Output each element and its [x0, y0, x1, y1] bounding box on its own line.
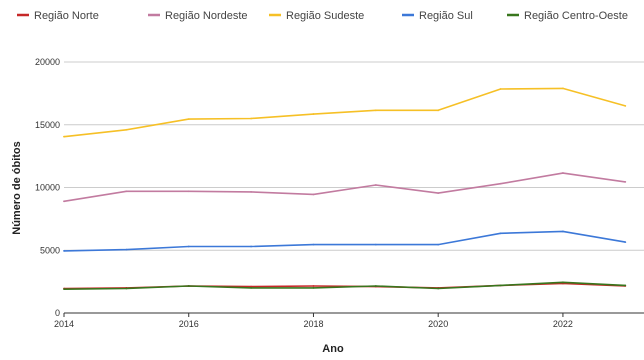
data-point: [562, 172, 564, 174]
data-point: [250, 287, 252, 289]
data-point: [499, 284, 502, 287]
legend: Região Norte Região Nordeste Região Sudest…: [17, 10, 628, 22]
data-point: [312, 243, 315, 246]
data-point: [187, 118, 190, 121]
y-tick-label: 10000: [35, 183, 60, 193]
data-point: [499, 232, 502, 235]
y-axis-title: Número de óbitos: [11, 141, 23, 235]
data-point: [63, 135, 65, 138]
x-tick-label: 2016: [179, 319, 199, 329]
series-line-3: [63, 87, 626, 138]
data-point: [250, 190, 252, 193]
series-lines: [63, 87, 627, 291]
data-point: [437, 287, 440, 290]
data-point: [624, 105, 627, 107]
data-point: [125, 248, 128, 251]
x-tick-label: 2022: [553, 319, 573, 329]
data-point: [499, 88, 502, 90]
data-point: [499, 182, 502, 185]
y-axis-ticks: 0 5000 10000 15000 20000: [35, 57, 60, 318]
data-point: [624, 241, 627, 243]
y-tick-label: 15000: [35, 120, 60, 130]
data-point: [125, 128, 128, 131]
data-point: [63, 200, 65, 203]
data-point: [250, 245, 252, 248]
legend-label: Região Sul: [419, 10, 473, 22]
x-tick-label: 2020: [428, 319, 448, 329]
series-line-4: [63, 230, 626, 252]
y-tick-label: 5000: [40, 245, 60, 255]
data-point: [312, 193, 315, 196]
x-axis-title: Ano: [322, 343, 344, 355]
legend-label: Região Sudeste: [286, 10, 364, 22]
series-line-5: [63, 281, 626, 290]
legend-label: Região Centro-Oeste: [524, 10, 628, 22]
data-point: [312, 287, 315, 289]
data-point: [624, 284, 627, 287]
data-point: [562, 87, 564, 90]
data-point: [63, 249, 65, 252]
data-point: [437, 243, 440, 246]
legend-label: Região Nordeste: [165, 10, 248, 22]
x-axis-ticks: 2014 2016 2018 2020 2022: [54, 313, 573, 329]
data-point: [250, 117, 252, 120]
data-point: [125, 287, 128, 290]
gridlines: [64, 61, 644, 314]
data-point: [562, 281, 564, 284]
data-point: [374, 109, 377, 112]
x-tick-label: 2014: [54, 319, 74, 329]
series-line-2: [63, 172, 626, 203]
data-point: [624, 180, 627, 183]
data-point: [374, 184, 377, 186]
data-point: [437, 109, 440, 112]
data-point: [187, 285, 190, 287]
data-point: [437, 192, 440, 195]
y-tick-label: 20000: [35, 57, 60, 67]
x-tick-label: 2018: [303, 319, 323, 329]
legend-label: Região Norte: [34, 10, 99, 22]
data-point: [562, 230, 564, 233]
data-point: [312, 113, 315, 115]
data-point: [187, 245, 190, 248]
y-tick-label: 0: [55, 308, 60, 318]
data-point: [374, 243, 377, 246]
data-point: [125, 190, 128, 193]
data-point: [374, 285, 377, 287]
data-point: [63, 288, 65, 291]
data-point: [187, 190, 190, 193]
data-point: [312, 285, 315, 287]
